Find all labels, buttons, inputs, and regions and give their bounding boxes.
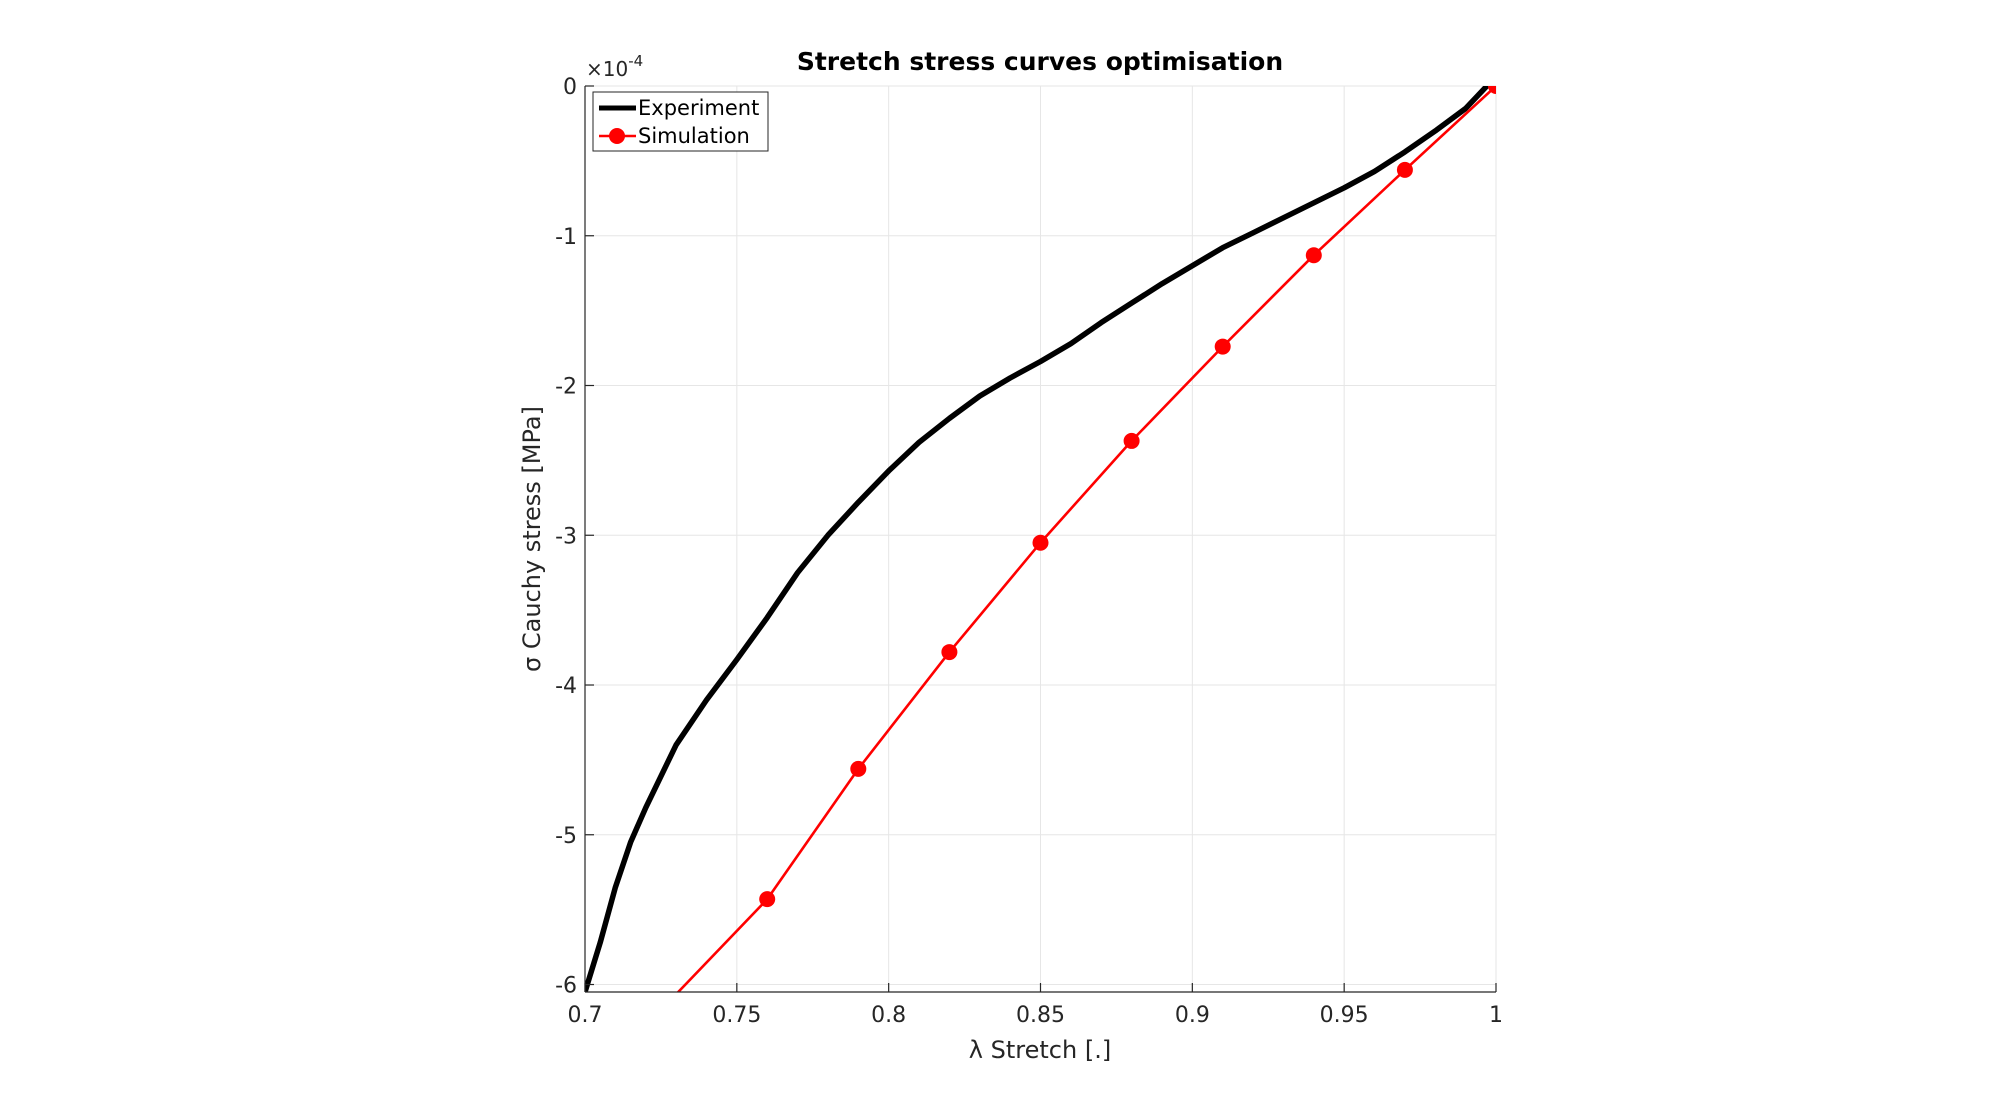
simulation-data-point xyxy=(941,644,958,661)
y-tick-label: -4 xyxy=(555,674,577,699)
y-tick-label: 0 xyxy=(563,75,577,100)
x-tick-label: 1 xyxy=(1489,1003,1503,1028)
x-axis-label: λ Stretch [.] xyxy=(969,1036,1111,1064)
experiment-series-line xyxy=(585,86,1490,992)
legend: Experiment Simulation xyxy=(592,91,769,152)
simulation-data-point xyxy=(1305,247,1322,264)
simulation-data-point xyxy=(1488,86,1496,94)
simulation-data-point xyxy=(1123,432,1140,449)
x-tick-label: 0.85 xyxy=(1016,1003,1065,1028)
legend-simulation-marker xyxy=(609,128,625,144)
y-tick-label: -5 xyxy=(555,824,577,849)
y-axis-label: σ Cauchy stress [MPa] xyxy=(518,406,546,672)
legend-box xyxy=(592,91,769,152)
y-exponent-label: ×10-4 xyxy=(586,52,643,81)
simulation-data-point xyxy=(850,760,867,777)
x-tick-label: 0.7 xyxy=(568,1003,603,1028)
chart-title: Stretch stress curves optimisation xyxy=(797,47,1283,76)
ticks: 0.7 0.75 0.8 0.85 0.9 0.95 1 0 -1 -2 -3 -4 -5 -6 xyxy=(555,75,1503,1028)
simulation-data-point xyxy=(1396,161,1413,178)
x-tick-label: 0.9 xyxy=(1175,1003,1210,1028)
legend-simulation-label: Simulation xyxy=(638,124,750,148)
x-tick-label: 0.95 xyxy=(1320,1003,1369,1028)
x-tick-label: 0.8 xyxy=(871,1003,906,1028)
y-exponent-base: ×10 xyxy=(586,57,628,81)
simulation-data-point xyxy=(759,891,776,908)
series-layer xyxy=(585,86,1496,992)
legend-experiment-label: Experiment xyxy=(638,96,759,120)
y-tick-label: -3 xyxy=(555,524,577,549)
simulation-data-point xyxy=(1032,534,1049,551)
y-exponent-power: -4 xyxy=(628,52,643,70)
y-tick-label: -6 xyxy=(555,974,577,999)
x-tick-label: 0.75 xyxy=(712,1003,761,1028)
y-tick-label: -1 xyxy=(555,225,577,250)
simulation-data-point xyxy=(1214,338,1231,355)
y-tick-label: -2 xyxy=(555,375,577,400)
simulation-series-line xyxy=(676,86,1496,992)
